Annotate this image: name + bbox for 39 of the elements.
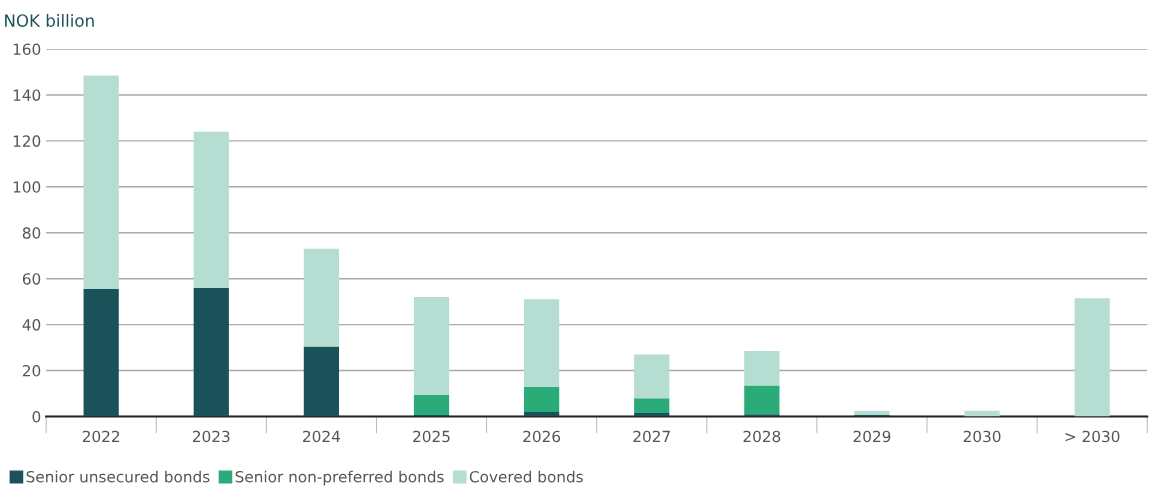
chart-title: NOK billion xyxy=(5,13,94,27)
bar xyxy=(193,287,229,417)
y-tick-label: 140 xyxy=(13,89,41,101)
x-tick-label: 2028 xyxy=(743,430,781,443)
bar xyxy=(83,75,119,290)
legend-label: Senior non-preferred bonds xyxy=(235,470,444,486)
legend-label: Senior unsecured bonds xyxy=(26,470,210,483)
x-tick-label: 2023 xyxy=(192,430,230,443)
bar xyxy=(413,297,450,395)
y-tick-label: 0 xyxy=(32,410,41,423)
bar xyxy=(303,248,340,347)
y-tick-label: 40 xyxy=(22,319,41,331)
y-tick-label: 80 xyxy=(22,227,41,239)
bar xyxy=(634,354,670,399)
x-tick-label: 2027 xyxy=(633,430,670,443)
legend-label: Covered bonds xyxy=(469,470,583,483)
bar xyxy=(854,410,890,415)
bar xyxy=(413,394,450,415)
bar xyxy=(744,351,780,386)
bar xyxy=(193,131,229,288)
x-tick-label: 2024 xyxy=(303,430,340,443)
y-tick-label: 60 xyxy=(22,273,41,285)
x-tick-label: 2022 xyxy=(82,430,120,443)
bar xyxy=(1074,298,1110,417)
y-tick-label: 120 xyxy=(13,135,41,147)
y-tick-label: 100 xyxy=(13,181,41,193)
bar xyxy=(524,386,560,412)
bar xyxy=(83,289,119,417)
y-tick-label: 20 xyxy=(22,365,41,377)
x-tick-label: 2029 xyxy=(853,430,891,443)
bar xyxy=(634,398,670,414)
bar xyxy=(744,385,780,415)
x-tick-label: 2026 xyxy=(523,430,561,443)
y-tick-label: 160 xyxy=(13,43,41,56)
bar xyxy=(303,346,340,417)
bar xyxy=(524,299,560,387)
x-tick-label: 2025 xyxy=(413,430,450,443)
x-tick-label: 2030 xyxy=(963,430,1001,443)
x-tick-label: > 2030 xyxy=(1065,430,1120,443)
